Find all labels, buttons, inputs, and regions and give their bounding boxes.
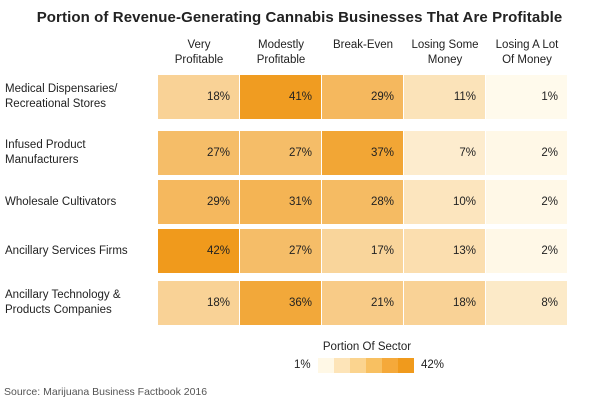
legend-swatch [398, 358, 414, 373]
column-header: Losing A Lot Of Money [495, 39, 559, 66]
row-header: Ancillary Services Firms [5, 244, 128, 257]
heatmap-cell: 7% [404, 131, 485, 175]
heatmap-cell: 18% [404, 281, 485, 325]
heatmap-cell: 28% [322, 180, 403, 224]
chart-title: Portion of Revenue-Generating Cannabis B… [36, 9, 563, 26]
heatmap-cell: 17% [322, 229, 403, 273]
heatmap-cell: 10% [404, 180, 485, 224]
heatmap-cell: 27% [240, 229, 321, 273]
heatmap-cell: 2% [486, 180, 567, 224]
legend-swatch [382, 358, 398, 373]
heatmap-cell: 21% [322, 281, 403, 325]
legend-swatch [334, 358, 350, 373]
row-header: Medical Dispensaries/ Recreational Store… [5, 83, 118, 110]
heatmap-cell: 27% [240, 131, 321, 175]
legend-title: Portion Of Sector [322, 341, 412, 353]
heatmap-cell: 27% [158, 131, 239, 175]
heatmap-cell: 11% [404, 75, 485, 119]
heatmap-cell: 36% [240, 281, 321, 325]
heatmap-cell: 41% [240, 75, 321, 119]
heatmap-cell: 29% [158, 180, 239, 224]
heatmap-cell: 1% [486, 75, 567, 119]
row-header: Wholesale Cultivators [5, 195, 117, 208]
heatmap-cell: 8% [486, 281, 567, 325]
row-header: Ancillary Technology & Products Companie… [5, 289, 121, 316]
row-header: Infused Product Manufacturers [5, 139, 86, 166]
column-header: Very Profitable [174, 39, 224, 66]
heatmap-cell: 31% [240, 180, 321, 224]
heatmap-cell: 18% [158, 281, 239, 325]
heatmap-cell: 2% [486, 229, 567, 273]
heatmap-cell: 42% [158, 229, 239, 273]
column-header: Losing Some Money [411, 39, 479, 66]
legend-max-label: 42% [421, 359, 445, 371]
legend-swatch [366, 358, 382, 373]
legend-swatch [318, 358, 334, 373]
heatmap-cell: 37% [322, 131, 403, 175]
legend-min-label: 1% [294, 359, 311, 371]
column-header: Break-Even [332, 39, 394, 51]
legend-swatch [350, 358, 366, 373]
heatmap-cell: 29% [322, 75, 403, 119]
source-note: Source: Marijuana Business Factbook 2016 [4, 386, 208, 398]
heatmap-cell: 13% [404, 229, 485, 273]
heatmap-cell: 2% [486, 131, 567, 175]
column-header: Modestly Profitable [256, 39, 306, 66]
heatmap-cell: 18% [158, 75, 239, 119]
